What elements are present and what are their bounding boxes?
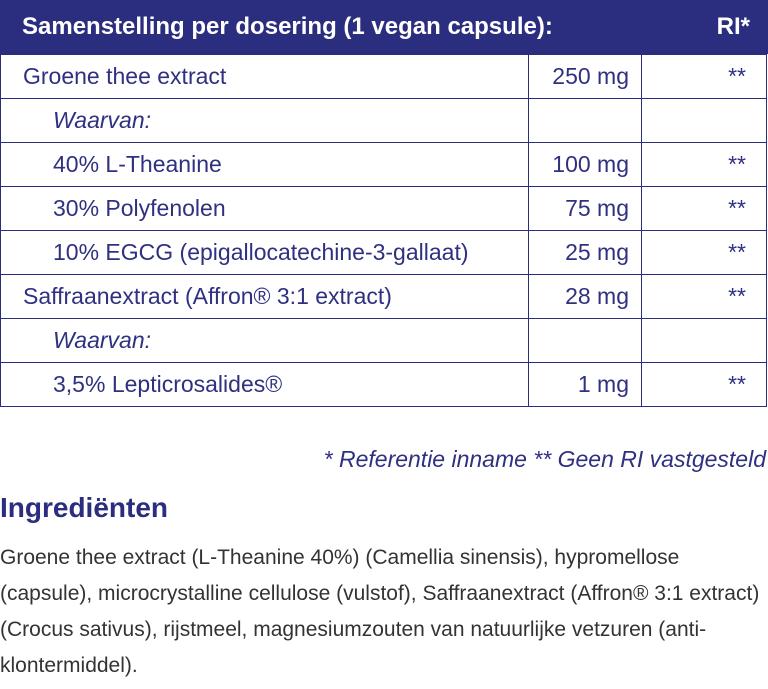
- table-header: Samenstelling per dosering (1 vegan caps…: [0, 0, 768, 54]
- table-cell: Waarvan:: [0, 98, 529, 143]
- table-cell: **: [641, 186, 767, 231]
- table-cell: **: [641, 142, 767, 187]
- footnote: * Referentie inname ** Geen RI vastgeste…: [323, 446, 766, 472]
- header-title: Samenstelling per dosering (1 vegan caps…: [22, 13, 553, 40]
- table-row: Waarvan:: [0, 318, 767, 363]
- table-cell: **: [641, 274, 767, 319]
- table-row: 30% Polyfenolen 75 mg **: [0, 186, 767, 231]
- table-cell: **: [641, 54, 767, 99]
- table-cell: **: [641, 230, 767, 275]
- table-cell: 3,5% Lepticrosalides®: [0, 362, 529, 407]
- table-cell: Groene thee extract: [0, 54, 529, 99]
- composition-table: Groene thee extract 250 mg ** Waarvan: 40% L…: [0, 54, 767, 407]
- table-cell: [641, 98, 767, 143]
- table-cell: **: [641, 362, 767, 407]
- table-cell: 25 mg: [528, 230, 642, 275]
- table-cell: 30% Polyfenolen: [0, 186, 529, 231]
- table-cell: [528, 98, 642, 143]
- table-row: 3,5% Lepticrosalides® 1 mg **: [0, 362, 767, 407]
- table-cell: 75 mg: [528, 186, 642, 231]
- table-cell: Waarvan:: [0, 318, 529, 363]
- table-cell: 250 mg: [528, 54, 642, 99]
- table-cell: 28 mg: [528, 274, 642, 319]
- table-cell: 10% EGCG (epigallocatechine-3-gallaat): [0, 230, 529, 275]
- table-cell: Saffraanextract (Affron® 3:1 extract): [0, 274, 529, 319]
- table-row: 10% EGCG (epigallocatechine-3-gallaat) 25…: [0, 230, 767, 275]
- header-ri: RI*: [716, 13, 750, 40]
- table-row: Saffraanextract (Affron® 3:1 extract) 28 …: [0, 274, 767, 319]
- table-row: Waarvan:: [0, 98, 767, 143]
- ingredients-title: Ingrediënten: [0, 492, 169, 523]
- table-cell: [641, 318, 767, 363]
- ingredients-text: Groene thee extract (L-Theanine 40%) (Ca…: [0, 546, 760, 677]
- table-row: Groene thee extract 250 mg **: [0, 54, 767, 99]
- table-cell: 40% L-Theanine: [0, 142, 529, 187]
- table-cell: [528, 318, 642, 363]
- table-cell: 100 mg: [528, 142, 642, 187]
- table-cell: 1 mg: [528, 362, 642, 407]
- table-row: 40% L-Theanine 100 mg **: [0, 142, 767, 187]
